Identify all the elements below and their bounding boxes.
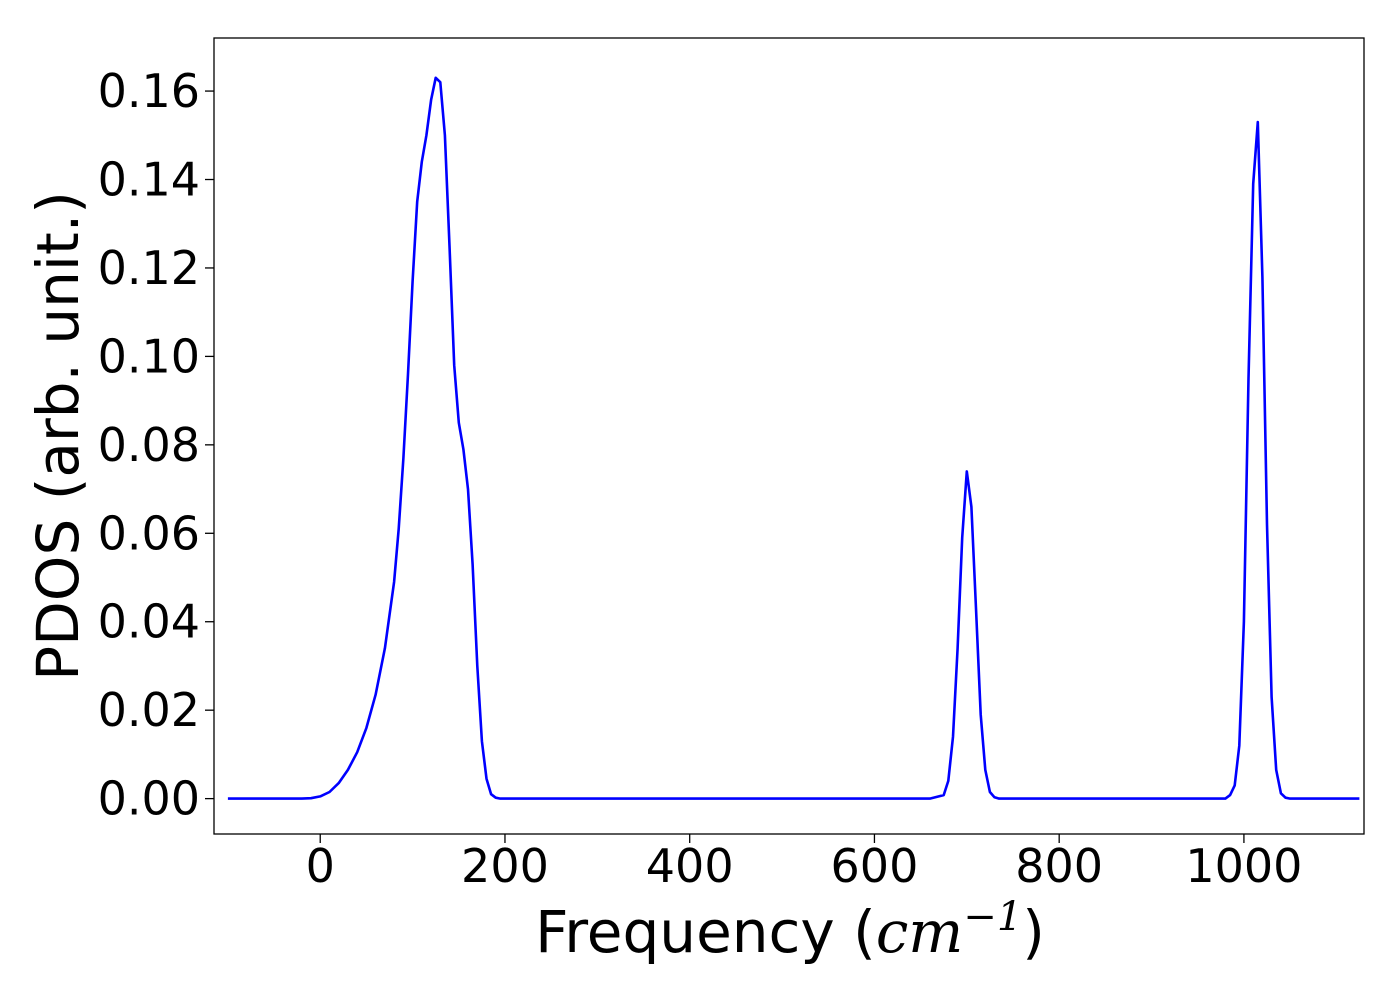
x-tick-label: 800 xyxy=(1015,839,1103,893)
y-tick-label: 0.02 xyxy=(98,683,200,737)
plot-frame xyxy=(213,37,1365,835)
y-axis: 0.00 0.02 0.04 0.06 0.08 0.10 0.12 0.14 0.16 xyxy=(98,64,214,826)
x-axis: 0 200 400 600 800 1000 xyxy=(306,834,1302,893)
y-tick-label: 0.10 xyxy=(98,329,200,383)
x-tick-label: 200 xyxy=(461,839,549,893)
plot-area xyxy=(213,37,1365,835)
x-tick-label: 0 xyxy=(306,839,335,893)
x-axis-unit-base: cm xyxy=(876,898,963,966)
y-tick-label: 0.12 xyxy=(98,241,200,295)
y-tick-label: 0.16 xyxy=(98,64,200,118)
y-tick-label: 0.14 xyxy=(98,153,200,207)
y-tick-label: 0.06 xyxy=(98,506,200,560)
x-axis-title: Frequency (cm−1) xyxy=(535,894,1045,966)
x-axis-unit-exponent: −1 xyxy=(963,894,1022,940)
y-axis-title: PDOS (arb. unit.) xyxy=(24,191,92,681)
y-tick-label: 0.00 xyxy=(98,772,200,826)
y-tick-label: 0.04 xyxy=(98,595,200,649)
x-tick-label: 600 xyxy=(831,839,919,893)
y-tick-label: 0.08 xyxy=(98,418,200,472)
series-line-0 xyxy=(227,76,1360,800)
x-tick-label: 1000 xyxy=(1185,839,1302,893)
x-tick-label: 400 xyxy=(646,839,734,893)
